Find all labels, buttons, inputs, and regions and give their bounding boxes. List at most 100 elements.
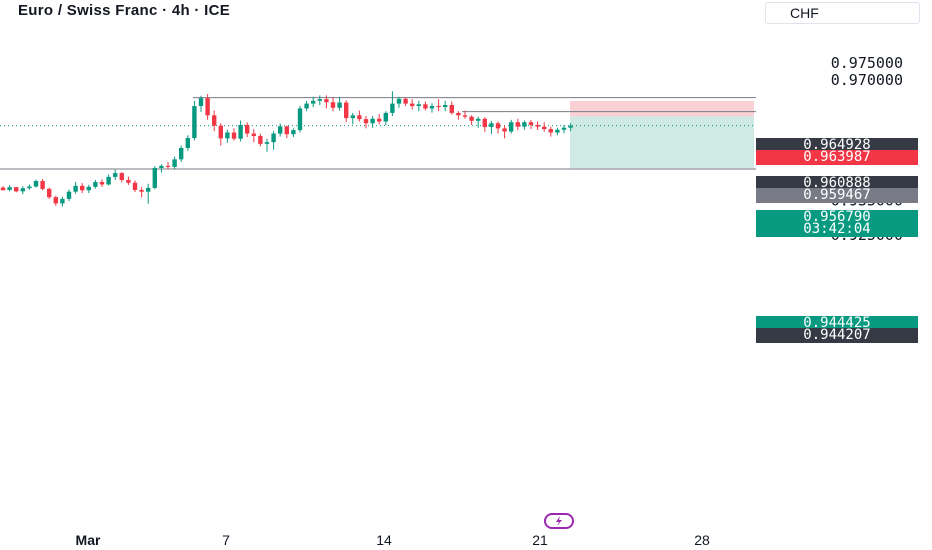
candle-body xyxy=(146,187,151,192)
x-axis-tick-label: Mar xyxy=(76,532,101,548)
candle-body xyxy=(271,133,276,143)
candle-body xyxy=(33,181,39,187)
candle-body xyxy=(304,103,309,109)
currency-selector[interactable]: CHF xyxy=(765,2,920,24)
candle-body xyxy=(53,197,58,204)
candle-body xyxy=(502,128,507,132)
candle-body xyxy=(297,108,303,131)
candle-body xyxy=(396,98,402,104)
candle-body xyxy=(99,182,105,185)
candle-body xyxy=(212,115,217,126)
x-axis-tick-label: 28 xyxy=(694,532,710,548)
candle-body xyxy=(528,122,534,125)
candle-body xyxy=(482,118,487,128)
candle-body xyxy=(403,98,408,104)
candle-body xyxy=(245,124,250,134)
y-axis-tick-label: 0.970000 xyxy=(831,71,903,89)
price-label-level-mid: 0.960888 xyxy=(756,176,918,191)
candle-body xyxy=(152,167,157,188)
lightning-bolt-icon[interactable] xyxy=(544,513,574,529)
candle-body xyxy=(185,138,190,148)
candle-body xyxy=(515,122,520,127)
candle-body xyxy=(423,104,428,109)
candle-body xyxy=(416,104,421,107)
candle-body xyxy=(20,188,25,192)
candle-body xyxy=(469,116,474,121)
candle-body xyxy=(390,103,395,113)
candle-body xyxy=(205,98,210,116)
candle-body xyxy=(555,129,560,133)
candle-body xyxy=(377,118,382,122)
x-axis-tick-label: 14 xyxy=(376,532,392,548)
candle-body xyxy=(132,182,138,190)
candle-body xyxy=(80,185,85,191)
candle-body xyxy=(278,126,283,134)
candle-body xyxy=(383,112,388,122)
candle-body xyxy=(165,165,171,167)
price-label-current: 0.956790 xyxy=(756,210,918,225)
x-axis-tick-label: 21 xyxy=(532,532,548,548)
candle-body xyxy=(443,105,448,108)
candle-body xyxy=(192,106,197,139)
chart-title: Euro / Swiss Franc · 4h · ICE xyxy=(18,2,231,19)
bar-countdown-label: 03:42:04 xyxy=(756,222,918,237)
candle-body xyxy=(225,132,230,139)
price-label-level-low: 0.944207 xyxy=(756,328,918,343)
candle-body xyxy=(561,127,567,130)
candle-body xyxy=(106,176,111,185)
candle-body xyxy=(429,106,435,109)
candle-body xyxy=(218,125,223,139)
take-profit-zone xyxy=(570,116,754,169)
candle-body xyxy=(0,187,6,191)
price-label-target: 0.944425 xyxy=(756,316,918,331)
candle-body xyxy=(410,103,415,107)
candle-body xyxy=(119,173,124,180)
candle-body xyxy=(337,102,342,108)
candle-body xyxy=(113,173,118,177)
candle-body xyxy=(264,142,270,144)
price-label-level-high: 0.964928 xyxy=(756,138,918,153)
candle-body xyxy=(126,179,131,183)
y-axis-tick-label: 0.975000 xyxy=(831,54,903,72)
candle-body xyxy=(86,186,91,191)
candle-body xyxy=(139,189,144,192)
candle-body xyxy=(489,123,494,128)
candle-body xyxy=(47,188,52,198)
candle-body xyxy=(324,99,329,103)
candle-body xyxy=(93,182,98,187)
stop-loss-zone xyxy=(570,100,754,117)
candle-body xyxy=(159,165,164,168)
candle-body xyxy=(179,148,184,160)
candle-body xyxy=(231,132,237,139)
candle-body xyxy=(73,185,78,192)
candle-body xyxy=(251,133,256,136)
candle-body xyxy=(357,115,362,120)
candle-body xyxy=(363,119,369,124)
candle-body xyxy=(522,122,527,127)
x-axis-tick-label: 7 xyxy=(222,532,230,548)
candle-body xyxy=(291,130,296,135)
candle-body xyxy=(370,118,375,124)
candle-body xyxy=(548,129,553,133)
candle-body xyxy=(436,106,441,108)
candle-body xyxy=(172,159,177,167)
candle-body xyxy=(40,181,45,189)
candle-body xyxy=(258,135,263,144)
candle-body xyxy=(311,100,316,104)
candle-body xyxy=(509,122,514,132)
candle-body xyxy=(535,124,540,127)
candle-body xyxy=(284,126,289,135)
candle-body xyxy=(14,187,19,192)
candle-body xyxy=(476,118,481,121)
candle-body xyxy=(238,124,243,139)
candle-body xyxy=(462,115,468,117)
candle-body xyxy=(330,102,336,108)
candle-body xyxy=(456,112,461,116)
candle-body xyxy=(198,98,204,107)
candle-body xyxy=(449,105,454,113)
price-label-stop: 0.963987 xyxy=(756,150,918,165)
candle-body xyxy=(344,102,349,119)
candle-body xyxy=(27,186,32,189)
candle-body xyxy=(60,198,65,204)
